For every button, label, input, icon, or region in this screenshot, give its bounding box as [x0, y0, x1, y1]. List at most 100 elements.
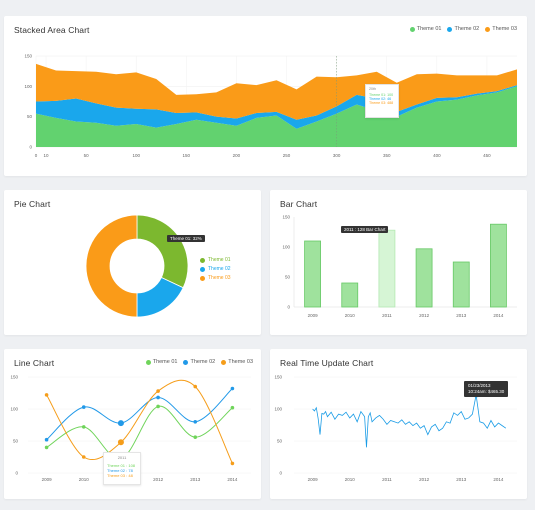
x-tick-label: 2012 [153, 477, 164, 482]
y-tick-label: 0 [15, 471, 18, 476]
x-tick-label: 400 [433, 153, 441, 158]
legend-swatch [183, 359, 189, 365]
line-point [193, 435, 198, 439]
x-tick-label: 50 [84, 153, 90, 158]
realtime-tooltip: 01/23/2013 10:24am: $465.30 [464, 381, 509, 397]
legend-label: Theme 01 [152, 359, 178, 365]
x-tick-label: 2013 [456, 313, 467, 318]
pie-chart-card: Pie Chart Theme 01: 32% Theme 01 Theme 0… [4, 190, 261, 335]
line-point [44, 437, 49, 442]
x-tick-label: 2013 [190, 477, 201, 482]
legend-label: Theme 03 [492, 26, 517, 32]
x-tick-label: 2011 [382, 477, 392, 482]
line-chart-card: Line Chart Theme 01 Theme 02 Theme 03 0 5… [4, 349, 261, 499]
legend-label: Theme 03 [208, 275, 231, 281]
stacked-area-legend: Theme 01 Theme 02 Theme 03 [409, 26, 517, 32]
line-point [193, 420, 198, 424]
x-tick-label: 2009 [42, 477, 53, 482]
x-tick-label: 2010 [79, 477, 90, 482]
line-point [156, 395, 160, 400]
x-tick-label: 350 [383, 153, 391, 158]
bar-chart-plot[interactable]: 0 50 100 150 2009 2010 2011 2012 2013 2014 [270, 190, 527, 335]
pie-legend-item-theme-02[interactable]: Theme 02 [200, 266, 231, 272]
line-point [81, 455, 86, 459]
legend-item-theme-02[interactable]: Theme 02 [447, 26, 479, 32]
line-point [230, 461, 235, 466]
pie-legend-item-theme-01[interactable]: Theme 01 [200, 257, 231, 263]
x-tick-label: 2012 [419, 477, 430, 482]
stacked-area-title: Stacked Area Chart [14, 25, 90, 35]
legend-swatch [409, 26, 415, 32]
x-tick-label: 2014 [493, 477, 504, 482]
tooltip-line-2: Theme 02: 46 [369, 97, 392, 101]
pie-slice-1 [136, 214, 189, 289]
x-tick-label: 100 [132, 153, 140, 158]
y-tick-label: 0 [279, 471, 282, 476]
line-point [156, 404, 160, 409]
line-point [81, 405, 86, 409]
y-tick-label: 0 [29, 145, 32, 150]
tooltip-line-3: Theme 03: 488 [369, 101, 394, 105]
line-point [230, 386, 235, 391]
stacked-area-plot[interactable]: 0 50 100 150 0 10 50 100 150 200 250 300 350 400 450 [4, 16, 527, 176]
legend-swatch [145, 359, 151, 365]
bar-2010 [341, 282, 359, 308]
tooltip-line-1: Theme 01 : 108 [107, 463, 136, 468]
x-tick-label: 2009 [308, 313, 319, 318]
legend-swatch [447, 26, 453, 32]
x-tick-label: 200 [233, 153, 241, 158]
y-tick-label: 50 [277, 439, 283, 444]
x-tick-label: 2012 [419, 313, 430, 318]
tooltip-title: 20th [369, 87, 376, 91]
legend-item-theme-01[interactable]: Theme 01 [145, 359, 178, 365]
legend-label: Theme 01 [416, 26, 442, 32]
y-tick-label: 100 [274, 407, 282, 412]
realtime-chart-plot[interactable]: 0 50 100 150 2009 2010 2011 2012 2013 2014 [270, 349, 527, 499]
tooltip-title: 2011 [117, 455, 127, 460]
line-point [193, 384, 198, 389]
line-point [44, 393, 49, 397]
pie-chart-plot[interactable] [4, 190, 261, 335]
line-point [117, 420, 124, 427]
tooltip-date: 01/23/2013 [468, 383, 491, 388]
y-tick-label: 150 [274, 375, 282, 380]
realtime-chart-title: Real Time Update Chart [280, 358, 374, 368]
y-tick-label: 50 [285, 275, 291, 280]
legend-item-theme-02[interactable]: Theme 02 [183, 359, 215, 365]
pie-tooltip: Theme 01: 32% [167, 235, 205, 242]
line-chart-legend: Theme 01 Theme 02 Theme 03 [145, 359, 253, 365]
line-point [44, 445, 49, 450]
legend-swatch [200, 266, 205, 272]
line-point [230, 405, 235, 410]
legend-label: Theme 01 [208, 257, 231, 263]
line-point [117, 439, 124, 446]
bar-chart-card: Bar Chart 0 50 100 150 2009 2010 2011 2012 2013 2… [270, 190, 527, 335]
stacked-area-card: Stacked Area Chart Theme 01 Theme 02 The… [4, 16, 527, 176]
legend-item-theme-01[interactable]: Theme 01 [409, 26, 442, 32]
tooltip-line-2: Theme 02 : 78 [107, 468, 133, 473]
line-series-3 [46, 379, 233, 464]
area-series-1 [36, 86, 517, 147]
pie-legend-item-theme-03[interactable]: Theme 03 [200, 275, 231, 281]
x-tick-label: 10 [44, 153, 50, 158]
line-series-2 [46, 388, 233, 441]
line-point [156, 389, 160, 393]
bar-tooltip: 2011 : 128 Bar Chart [341, 226, 389, 233]
y-tick-label: 50 [27, 114, 33, 119]
pie-chart-title: Pie Chart [14, 199, 51, 209]
legend-swatch [221, 359, 227, 365]
y-tick-label: 150 [10, 375, 18, 380]
bottom-card-edge [0, 510, 535, 517]
bar-2009 [304, 240, 321, 308]
line-chart-title: Line Chart [14, 358, 55, 368]
legend-item-theme-03[interactable]: Theme 03 [221, 359, 253, 365]
x-tick-label: 450 [483, 153, 491, 158]
line-point [81, 425, 86, 429]
legend-swatch [200, 275, 205, 281]
line-series-1 [46, 405, 233, 460]
legend-item-theme-03[interactable]: Theme 03 [485, 26, 517, 32]
x-tick-label: 2014 [227, 477, 238, 482]
x-tick-label: 150 [183, 153, 191, 158]
y-tick-label: 50 [13, 439, 19, 444]
pie-slice-3 [85, 214, 138, 318]
